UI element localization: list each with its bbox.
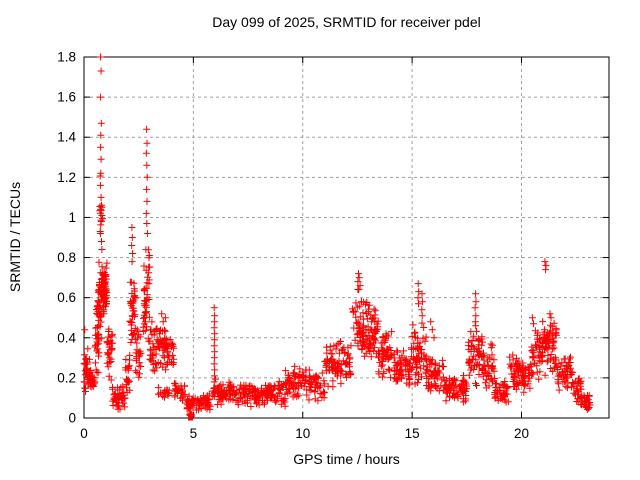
chart-title: Day 099 of 2025, SRMTID for receiver pde… [212, 14, 481, 30]
y-tick-label: 0.6 [57, 290, 76, 305]
y-tick-label: 1.6 [57, 90, 76, 105]
y-tick-label: 0.8 [57, 250, 76, 265]
plot-border [83, 56, 610, 419]
x-tick-label: 10 [295, 426, 310, 441]
y-tick-label: 1.4 [57, 130, 76, 145]
x-tick-label: 20 [514, 426, 529, 441]
clipped-point-square [188, 415, 194, 421]
y-tick-label: 1.8 [57, 50, 76, 65]
x-axis-label: GPS time / hours [293, 451, 400, 467]
x-tick-label: 15 [405, 426, 420, 441]
scatter-points [80, 53, 594, 420]
y-tick-label: 1 [68, 210, 76, 225]
x-tick-label: 0 [80, 426, 88, 441]
y-tick-label: 0 [68, 411, 76, 426]
y-tick-label: 0.2 [57, 370, 76, 385]
x-tick-label: 5 [190, 426, 198, 441]
y-tick-label: 0.4 [57, 330, 76, 345]
y-tick-label: 1.2 [57, 170, 76, 185]
